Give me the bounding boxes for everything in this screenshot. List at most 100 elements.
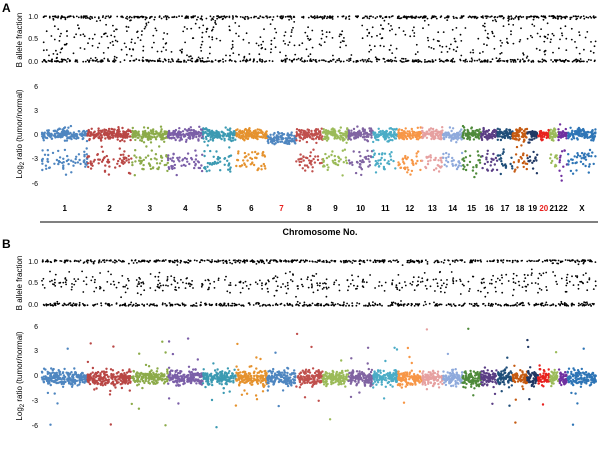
log2-point-chr5 — [228, 168, 232, 171]
log2-point-chrX — [577, 126, 581, 130]
baf-point — [262, 16, 265, 19]
baf-point — [232, 52, 235, 54]
baf-point — [112, 60, 115, 63]
log2-point-chr22 — [564, 127, 567, 131]
log2-point-chr3 — [151, 132, 154, 135]
log2-point-chr14 — [460, 138, 463, 141]
baf-point — [433, 261, 436, 264]
baf-point — [391, 279, 394, 282]
chromosome-label-8: 8 — [307, 204, 312, 213]
log2-point-chr14 — [445, 165, 448, 168]
baf-point — [390, 301, 393, 304]
baf-point — [478, 58, 481, 61]
log2-point-chr10 — [360, 161, 364, 164]
baf-point — [210, 60, 213, 63]
baf-point — [356, 285, 359, 288]
baf-point — [455, 50, 458, 53]
baf-point — [64, 59, 67, 62]
baf-point — [325, 31, 328, 33]
baf-point — [398, 282, 401, 285]
baf-point — [308, 260, 311, 263]
log2-point-chr6 — [249, 133, 253, 136]
baf-point — [285, 292, 288, 295]
baf-point — [341, 30, 344, 33]
baf-point — [181, 48, 184, 51]
baf-point — [560, 60, 563, 63]
log2-point-chr2 — [117, 129, 120, 132]
log2-point-chrX — [572, 134, 575, 137]
baf-point — [45, 49, 48, 51]
log2-point-chr5 — [208, 162, 212, 165]
log2-point-chr14 — [442, 152, 445, 156]
log2-point-chr10 — [371, 129, 374, 132]
baf-point — [311, 302, 314, 305]
baf-point — [325, 286, 328, 289]
baf-point — [403, 61, 405, 63]
log2-point-chr3 — [159, 154, 163, 158]
baf-point — [432, 278, 435, 281]
log2-point-chr6 — [261, 154, 264, 157]
panel-a-baf-ylabel: B allele fraction — [15, 13, 24, 68]
baf-point — [551, 15, 554, 17]
baf-point — [257, 44, 260, 47]
log2-point-chr5 — [203, 140, 206, 143]
baf-point — [195, 305, 198, 307]
log2-point-chr8 — [295, 160, 298, 163]
log2-point-chr5 — [224, 126, 227, 129]
log2-point-chr3 — [134, 138, 137, 142]
baf-point — [152, 34, 155, 37]
baf-point — [94, 16, 96, 19]
baf-point — [594, 280, 597, 283]
log2-point-chr5 — [228, 134, 232, 137]
log2-point-chr15 — [466, 136, 470, 140]
log2-point-chr8 — [301, 138, 305, 141]
baf-point — [469, 60, 471, 63]
log2-point-chr16 — [491, 158, 494, 161]
baf-point — [565, 303, 568, 305]
baf-point — [514, 259, 517, 262]
baf-point — [586, 289, 589, 292]
log2-point-chr1 — [57, 149, 60, 153]
baf-point — [540, 28, 542, 30]
log2-point-chr12 — [400, 135, 403, 138]
log2-point-chr2 — [92, 134, 96, 138]
baf-point — [484, 15, 487, 18]
log2-point-chr4 — [178, 139, 181, 142]
baf-point — [559, 27, 562, 30]
log2-point-chr2 — [123, 140, 126, 143]
log2-point-chr9 — [333, 154, 336, 158]
log2-point-chr13 — [427, 132, 430, 135]
log2-point-chr14 — [447, 153, 451, 156]
log2-point-chr10 — [370, 134, 373, 137]
log2-point-chr11 — [383, 152, 387, 155]
log2-point-chr1 — [62, 161, 65, 164]
log2-point-chr18 — [525, 127, 529, 131]
log2-point-chr17 — [502, 148, 505, 151]
log2-point-chr14 — [450, 129, 453, 133]
log2-point-chr10 — [367, 165, 370, 168]
baf-point — [511, 304, 514, 307]
baf-point — [282, 283, 284, 285]
log2-point-chr15 — [475, 164, 478, 167]
baf-point — [213, 280, 216, 283]
log2-point-chr1 — [42, 139, 45, 142]
log2-point-chr5 — [208, 130, 212, 134]
baf-point — [500, 15, 502, 18]
baf-point — [266, 17, 269, 19]
log2-point-chr4 — [196, 132, 199, 135]
baf-point — [191, 37, 194, 40]
log2-point-chr17 — [505, 130, 508, 133]
baf-point — [145, 24, 148, 26]
log2-point-chr5 — [207, 139, 210, 143]
baf-point — [577, 304, 580, 307]
baf-point — [401, 264, 404, 266]
log2-point-chr12 — [406, 166, 409, 169]
baf-point — [98, 260, 100, 263]
baf-point — [91, 276, 94, 278]
baf-point — [316, 15, 319, 17]
baf-point — [490, 282, 493, 285]
baf-point — [190, 16, 193, 18]
baf-point — [496, 277, 499, 280]
log2-point-chr22 — [563, 149, 566, 152]
log2-point-chr16 — [495, 168, 499, 172]
